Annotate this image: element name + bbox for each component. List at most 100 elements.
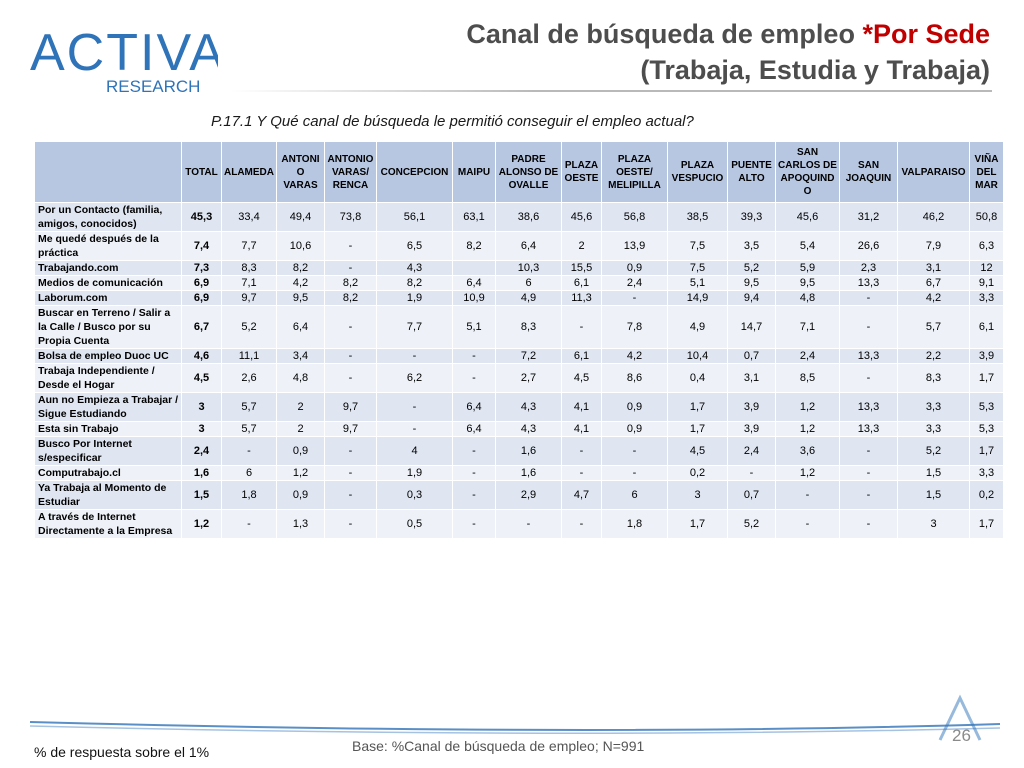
value-cell: - — [561, 436, 602, 466]
value-cell: 1,2 — [775, 465, 840, 481]
value-cell: 7,5 — [667, 231, 728, 261]
value-cell: - — [495, 509, 562, 539]
value-cell: 15,5 — [561, 260, 602, 276]
table-row: Esta sin Trabajo 3 5,7 2 9,7-6,4 4,3 4,1 0,9 1,7… — [34, 421, 1004, 437]
value-cell: 4 — [376, 436, 453, 466]
value-cell: 4,5 — [667, 436, 728, 466]
value-cell: - — [839, 363, 898, 393]
value-cell: 8,2 — [376, 275, 453, 291]
table-row: Computrabajo.cl 1,6 6 1,2-1,9-1,6- -0,2-1,2-… — [34, 465, 1004, 481]
table-row: Me quedé después de la práctica 7,4 7,7 10,… — [34, 231, 1004, 261]
value-cell: 9,5 — [775, 275, 840, 291]
value-cell: 13,3 — [839, 421, 898, 437]
value-cell: 6 — [221, 465, 277, 481]
value-cell: 2 — [561, 231, 602, 261]
value-cell: 4,5 — [561, 363, 602, 393]
row-label: Medios de comunicación — [34, 275, 182, 291]
value-cell: 50,8 — [969, 202, 1004, 232]
value-cell: 6,4 — [276, 305, 325, 349]
value-cell: 2,9 — [495, 480, 562, 510]
value-cell: - — [376, 392, 453, 422]
column-header: CONCEPCION — [376, 141, 453, 203]
value-cell: 6 — [601, 480, 668, 510]
value-cell: 4,3 — [495, 421, 562, 437]
base-note: Base: %Canal de búsqueda de empleo; N=99… — [352, 738, 645, 754]
value-cell: - — [324, 480, 377, 510]
title-main: Canal de búsqueda de empleo — [466, 19, 863, 49]
value-cell: 2,7 — [495, 363, 562, 393]
value-cell: 2,2 — [897, 348, 970, 364]
value-cell: - — [452, 348, 496, 364]
row-label: Laborum.com — [34, 290, 182, 306]
value-cell: 0,9 — [601, 392, 668, 422]
table-row: Ya Trabaja al Momento de Estudiar 1,5 1,8 0… — [34, 480, 1004, 510]
value-cell: 46,2 — [897, 202, 970, 232]
value-cell: 1,7 — [969, 363, 1004, 393]
value-cell: - — [601, 465, 668, 481]
logo-sub-text: RESEARCH — [106, 77, 200, 96]
value-cell: 2 — [276, 421, 325, 437]
header-label-column — [34, 141, 182, 203]
table-row: Buscar en Terreno / Salir a la Calle / B… — [34, 305, 1004, 349]
value-cell: 11,3 — [561, 290, 602, 306]
value-cell: 56,1 — [376, 202, 453, 232]
table-header-row: TOTAL ALAMEDA ANTONI O VARAS ANTONIO VARAS/… — [34, 141, 1004, 203]
value-cell: 38,5 — [667, 202, 728, 232]
value-cell: 1,2 — [775, 421, 840, 437]
row-label: Busco Por Internet s/especificar — [34, 436, 182, 466]
value-cell: 5,4 — [775, 231, 840, 261]
logo-brand-text: ACTIVA — [30, 24, 218, 82]
value-cell: 0,3 — [376, 480, 453, 510]
total-cell: 1,5 — [181, 480, 222, 510]
value-cell: 7,5 — [667, 260, 728, 276]
value-cell: 0,9 — [276, 436, 325, 466]
total-cell: 4,6 — [181, 348, 222, 364]
value-cell: 13,3 — [839, 275, 898, 291]
total-cell: 6,9 — [181, 290, 222, 306]
table-row: Aun no Empieza a Trabajar / Sigue Estudi… — [34, 392, 1004, 422]
value-cell: 6,5 — [376, 231, 453, 261]
total-cell: 4,5 — [181, 363, 222, 393]
value-cell: 9,5 — [727, 275, 776, 291]
value-cell: 1,8 — [221, 480, 277, 510]
value-cell: 1,9 — [376, 465, 453, 481]
value-cell: 11,1 — [221, 348, 277, 364]
value-cell: 13,9 — [601, 231, 668, 261]
value-cell: 9,1 — [969, 275, 1004, 291]
value-cell: 0,9 — [601, 260, 668, 276]
value-cell: - — [324, 305, 377, 349]
value-cell: - — [727, 465, 776, 481]
total-cell: 6,9 — [181, 275, 222, 291]
value-cell: 1,7 — [667, 509, 728, 539]
value-cell: 5,7 — [897, 305, 970, 349]
value-cell: 4,2 — [601, 348, 668, 364]
value-cell: 8,3 — [495, 305, 562, 349]
value-cell: 3,3 — [969, 290, 1004, 306]
value-cell: 1,2 — [276, 465, 325, 481]
total-cell: 3 — [181, 421, 222, 437]
value-cell: 3,9 — [727, 392, 776, 422]
value-cell: 10,9 — [452, 290, 496, 306]
title-accent: *Por Sede — [862, 19, 990, 49]
value-cell: 3 — [897, 509, 970, 539]
value-cell: 8,2 — [452, 231, 496, 261]
value-cell: 4,8 — [775, 290, 840, 306]
value-cell: - — [839, 465, 898, 481]
footnote: % de respuesta sobre el 1% — [34, 744, 210, 760]
value-cell: 10,6 — [276, 231, 325, 261]
table-row: Por un Contacto (familia, amigos, conoci… — [34, 202, 1004, 232]
row-label: Ya Trabaja al Momento de Estudiar — [34, 480, 182, 510]
value-cell: 1,8 — [601, 509, 668, 539]
title-subtitle: (Trabaja, Estudia y Trabaja) — [640, 55, 990, 85]
value-cell: 6,4 — [452, 392, 496, 422]
total-cell: 2,4 — [181, 436, 222, 466]
value-cell: 5,2 — [897, 436, 970, 466]
value-cell: 2,4 — [775, 348, 840, 364]
row-label: Buscar en Terreno / Salir a la Calle / B… — [34, 305, 182, 349]
value-cell: 4,7 — [561, 480, 602, 510]
value-cell: 7,7 — [221, 231, 277, 261]
value-cell: 7,1 — [775, 305, 840, 349]
value-cell: 45,6 — [561, 202, 602, 232]
value-cell: - — [324, 260, 377, 276]
value-cell: 56,8 — [601, 202, 668, 232]
